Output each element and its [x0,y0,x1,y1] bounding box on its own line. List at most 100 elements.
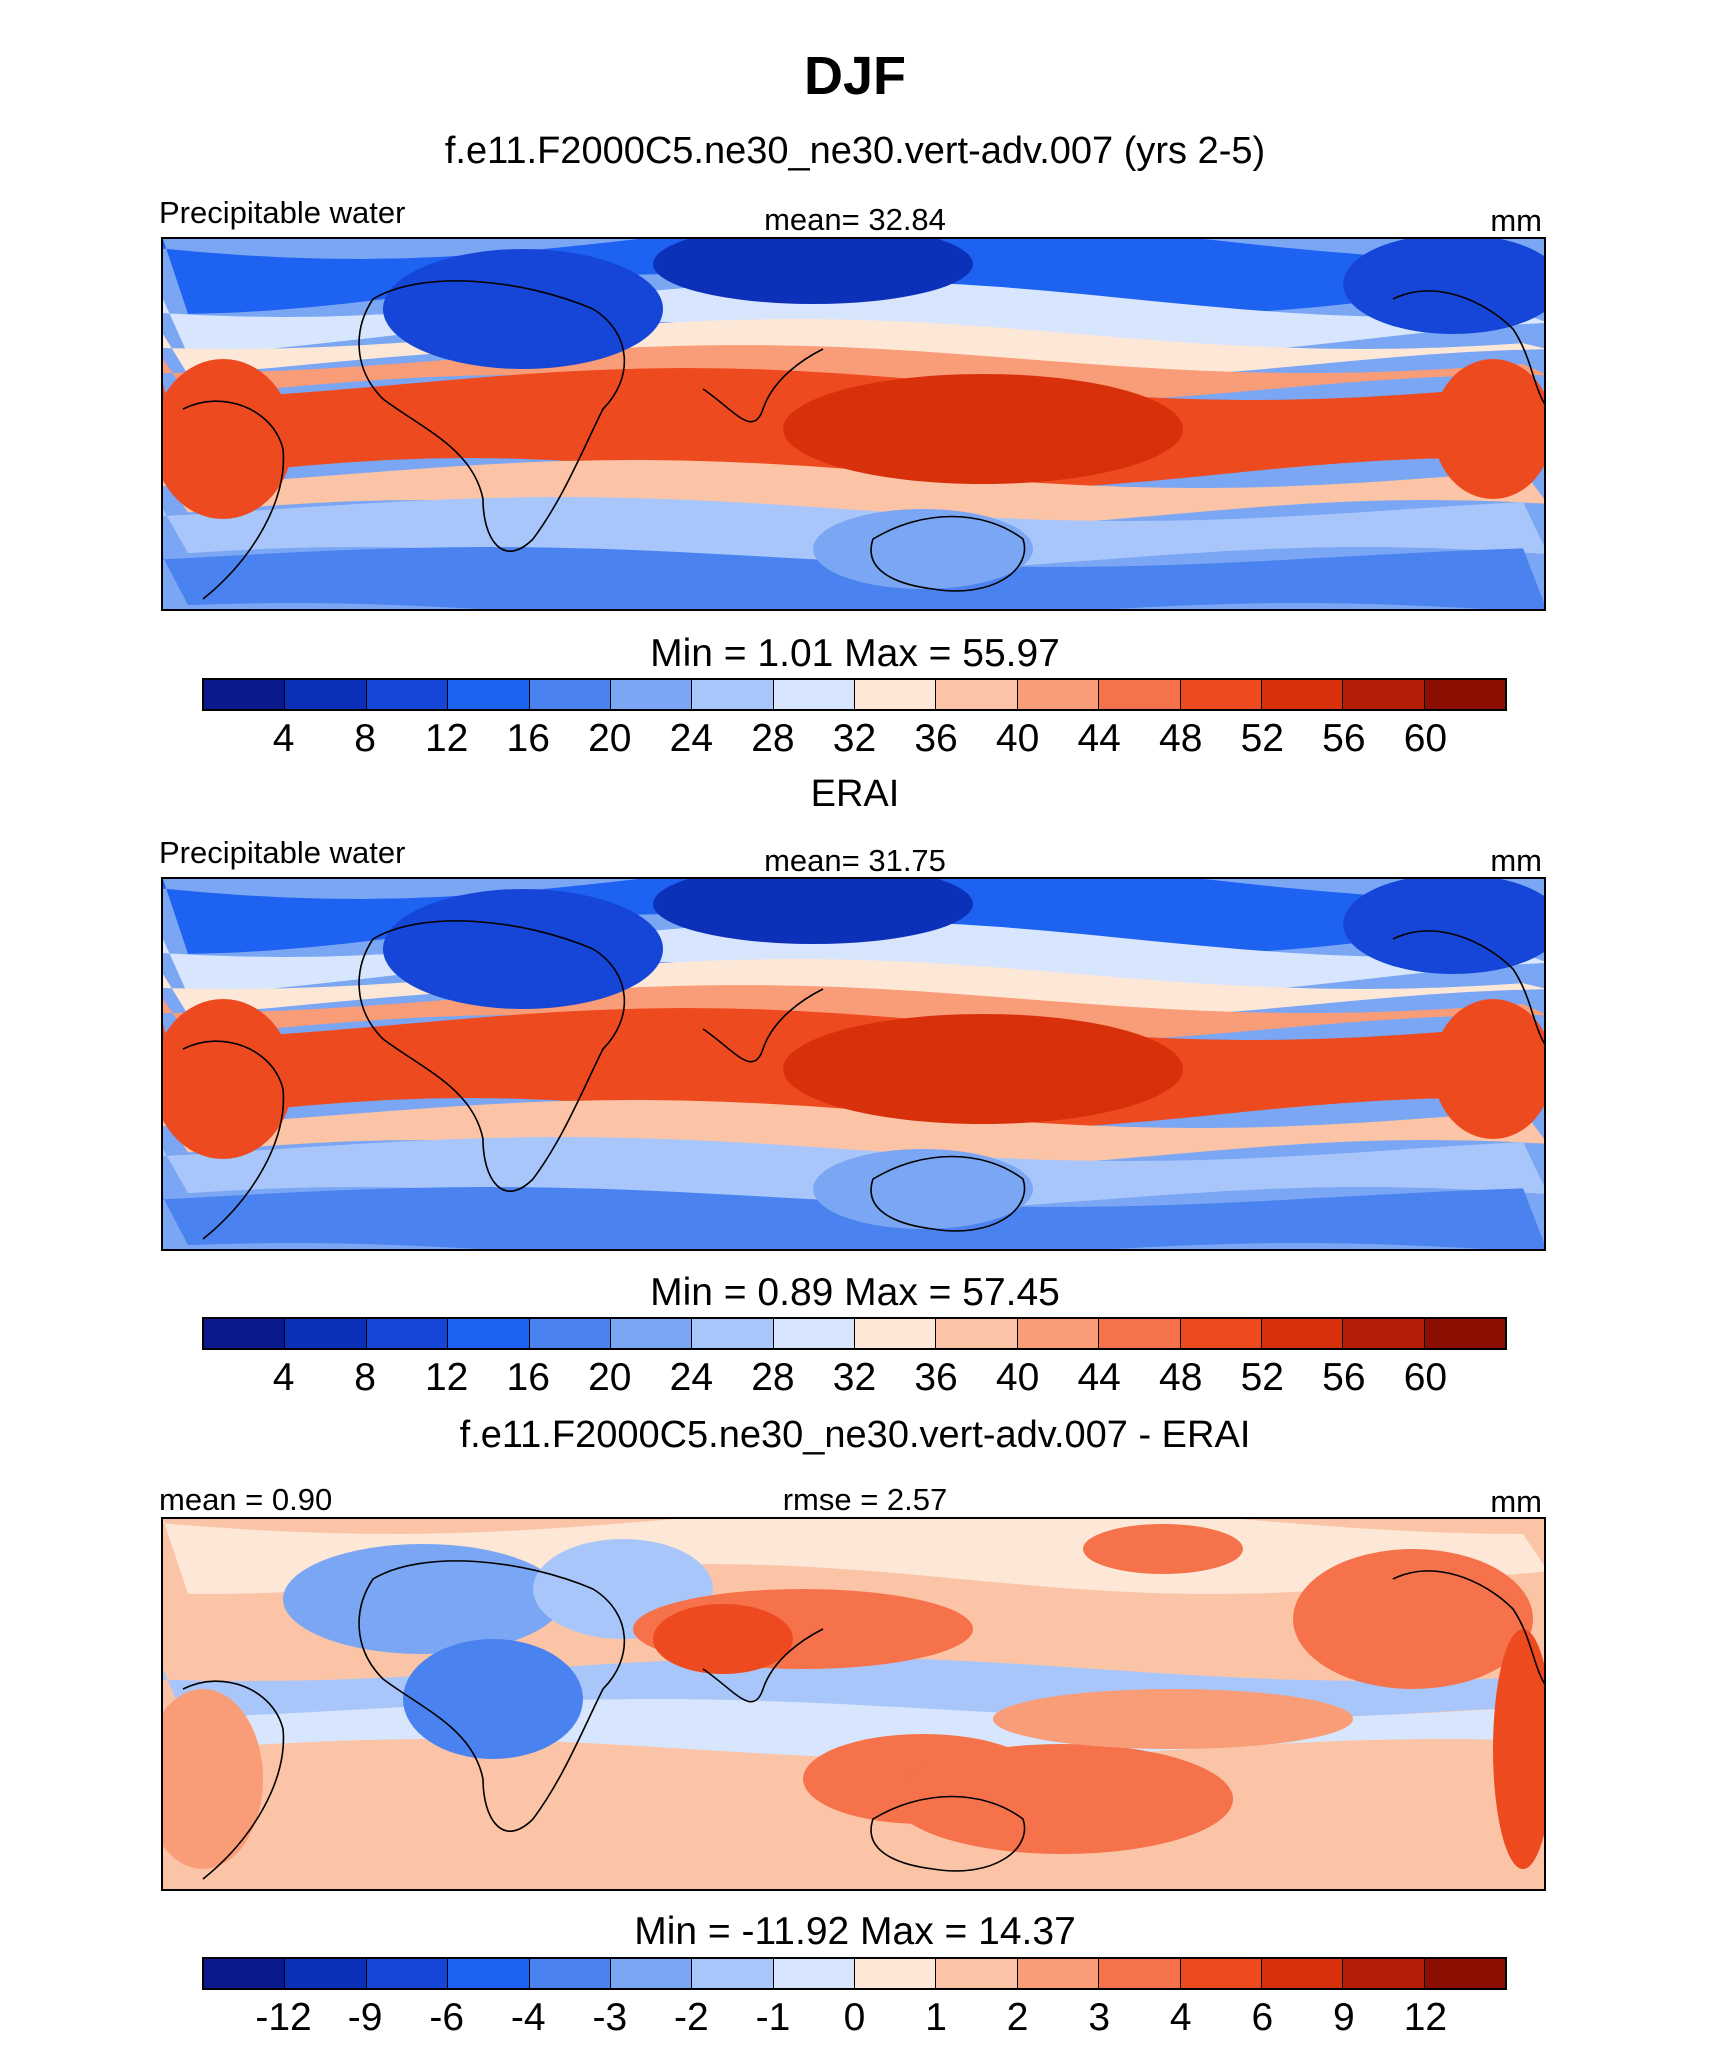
field-moisture-blob [1433,359,1544,499]
colorbar-swatch [1099,1959,1181,1988]
panel-2-map [161,877,1546,1251]
colorbar-swatch [610,1959,693,1988]
colorbar-swatch [366,1959,449,1988]
colorbar-swatch [936,1319,1018,1348]
coastline [870,1155,1026,1232]
panel-2-variable-label: Precipitable water [159,835,406,870]
colorbar-tick-label: 60 [1403,1356,1448,1399]
panel-3-run-title: f.e11.F2000C5.ne30_ne30.vert-adv.007 - E… [459,1414,1251,1456]
colorbar-swatch [1424,1959,1505,1988]
field-moisture-blob [1433,999,1544,1139]
colorbar-tick-label: 40 [995,717,1040,760]
colorbar-swatch [529,1959,611,1988]
colorbar-tick-label: 12 [424,1356,469,1399]
colorbar-tick-label: 3 [1088,1996,1111,2039]
colorbar-tick-label: 52 [1240,717,1285,760]
colorbar-tick-label: -2 [674,1996,709,2039]
coastline [1392,930,1544,1045]
field-anomaly-blob [893,1744,1233,1854]
colorbar-swatch [1424,680,1505,709]
colorbar-tick-label: 0 [843,1996,866,2039]
panel-1-units-label: mm [1490,203,1542,238]
colorbar-tick-label: 20 [588,1356,632,1399]
colorbar-tick-label: 4 [272,1356,295,1399]
field-anomaly-blob [1293,1549,1533,1689]
field-anomaly-blob [653,1604,793,1674]
field-moisture-blob [383,249,663,369]
field-moisture-blob [1343,239,1544,334]
colorbar-swatch [285,1959,367,1988]
colorbar-swatch [1261,1959,1344,1988]
field-moisture-blob [163,999,293,1159]
colorbar-swatch [773,1959,855,1988]
coastline [1392,1570,1544,1685]
colorbar-tick-label: 52 [1240,1356,1285,1399]
panel-3-min-max: Min = -11.92 Max = 14.37 [634,1910,1076,1953]
field-moisture-blob [1343,879,1544,974]
colorbar-swatch [1180,1959,1262,1988]
colorbar-swatch [448,680,530,709]
colorbar-swatch [1343,1959,1425,1988]
colorbar-swatch [1261,1319,1344,1348]
colorbar-tick-label: 12 [424,717,469,760]
colorbar-swatch [692,1319,774,1348]
colorbar-swatch [1017,680,1100,709]
colorbar-swatch [285,680,367,709]
colorbar-tick-label: -4 [510,1996,546,2039]
field-anomaly-blob [283,1544,563,1654]
colorbar-swatch [1017,1319,1100,1348]
colorbar-tick-label: 44 [1077,1356,1121,1399]
colorbar-swatch [529,1319,611,1348]
colorbar-swatch [773,1319,855,1348]
colorbar-tick-label: 40 [995,1356,1040,1399]
panel-2-min-max: Min = 0.89 Max = 57.45 [650,1271,1060,1314]
panel-1-map [161,237,1546,611]
panel-1-min-max: Min = 1.01 Max = 55.97 [650,632,1060,675]
colorbar-swatch [1017,1959,1100,1988]
colorbar-swatch [1180,680,1262,709]
coastline [358,280,626,552]
colorbar-tick-label: 56 [1322,1356,1366,1399]
colorbar-tick-label: 32 [832,1356,877,1399]
colorbar-swatch [1099,1319,1181,1348]
colorbar-swatch [1261,680,1344,709]
panel-3-rmse-label: rmse = 2.57 [782,1482,948,1517]
colorbar-tick-label: 60 [1403,717,1448,760]
colorbar-swatch [1343,1319,1425,1348]
coastline [182,400,285,600]
colorbar-tick-label: 32 [832,717,877,760]
colorbar-swatch [366,1319,449,1348]
colorbar-swatch [204,1959,286,1988]
panel-3-units-label: mm [1490,1484,1542,1519]
colorbar-swatch [448,1959,530,1988]
colorbar-swatch [773,680,855,709]
panel-2-run-title: ERAI [810,773,900,815]
coastline [182,1680,285,1880]
colorbar-tick-label: 48 [1159,717,1203,760]
colorbar-swatch [285,1319,367,1348]
field-anomaly-blob [1493,1629,1544,1869]
colorbar-swatch [855,1959,937,1988]
coastline [870,515,1026,592]
colorbar-tick-label: 28 [751,1356,795,1399]
colorbar-tick-label: 36 [914,1356,958,1399]
figure-title: DJF [803,46,906,106]
field-moisture-blob [653,879,973,944]
colorbar-tick-label: 36 [914,717,958,760]
colorbar-tick-label: 16 [506,1356,550,1399]
coastline [702,1628,824,1703]
colorbar-tick-label: 2 [1006,1996,1029,2039]
colorbar-swatch [936,1959,1018,1988]
field-moisture-blob [163,359,293,519]
colorbar-swatch [936,680,1018,709]
colorbar-tick-label: 20 [588,717,632,760]
colorbar-swatch [529,680,611,709]
colorbar-tick-label: 9 [1333,1996,1355,2039]
field-anomaly-blob [403,1639,583,1759]
colorbar-swatch [366,680,449,709]
colorbar-swatch [1424,1319,1505,1348]
field-moisture-blob [383,889,663,1009]
colorbar-tick-label: 8 [354,1356,376,1399]
panel-1-variable-label: Precipitable water [159,195,406,230]
colorbar-tick-label: 4 [272,717,295,760]
